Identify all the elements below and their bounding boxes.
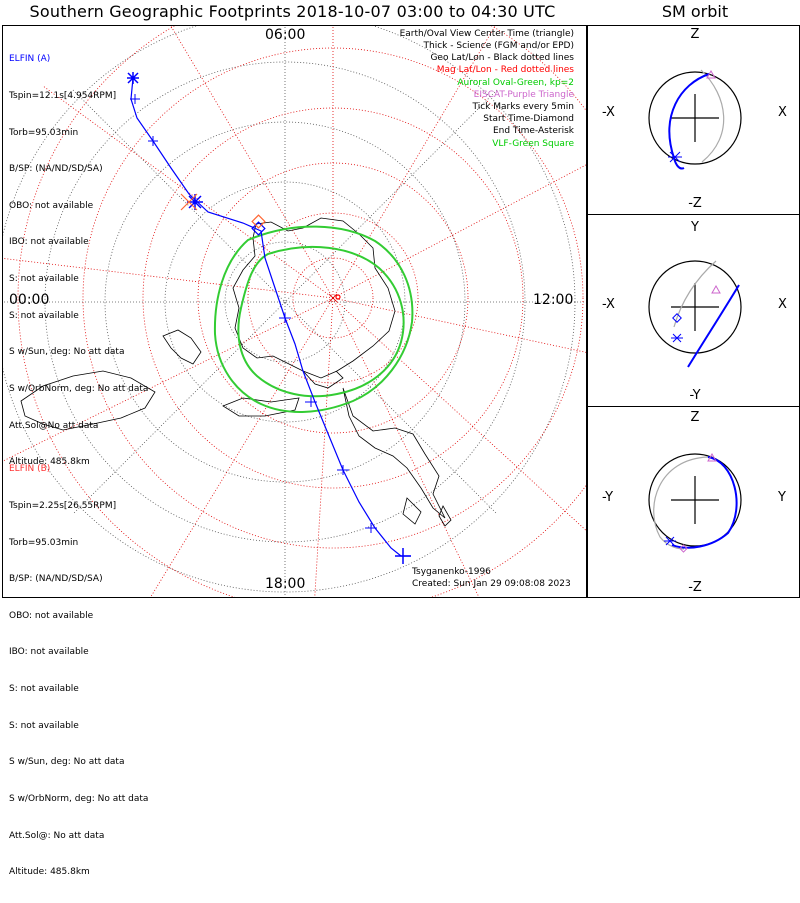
footprint-map-panel: 06:00 00:00 12:00 18:00 ELFIN (A) Tspin=… (2, 25, 587, 877)
page-title: Southern Geographic Footprints 2018-10-0… (29, 2, 556, 21)
elfin-a-line: Att.Sol@No att data (9, 420, 99, 431)
sm-xz-top: Z (691, 27, 700, 42)
elfin-b-line: Tspin=2.25s[26.55RPM] (9, 501, 117, 512)
elfin-a-info: ELFIN (A) Tspin=12.1s[4.954RPM] Torb=95.… (9, 29, 148, 493)
elfin-b-line: IBO: not available (9, 647, 89, 658)
elfin-a-end-asterisks (127, 72, 411, 564)
legend-entry: Auroral Oval-Green, kp=2 (457, 78, 574, 88)
legend-entry: Tick Marks every 5min (472, 102, 574, 112)
elfin-b-line: Altitude: 485.8km (9, 867, 90, 878)
sm-xy-plot: Y -Y -X X (602, 220, 787, 403)
elfin-b-line: S: not available (9, 720, 79, 731)
elfin-a-line: S w/OrbNorm, deg: No att data (9, 383, 149, 394)
footprint-map (3, 26, 586, 597)
elfin-a-ticks (130, 94, 377, 533)
sm-yz-left: -Y (602, 490, 613, 505)
elfin-b-name: ELFIN (B) (9, 464, 51, 475)
elfin-b-line: S w/OrbNorm, deg: No att data (9, 793, 149, 804)
geo-grid (3, 26, 586, 597)
elfin-b-line: Torb=95.03min (9, 537, 79, 548)
elfin-a-line: S: not available (9, 274, 79, 285)
elfin-a-line: OBO: not available (9, 200, 94, 211)
legend-entry: Thick - Science (FGM and/or EPD) (423, 41, 574, 51)
sm-yz-right: Y (777, 490, 786, 505)
elfin-b-line: Att.Sol@: No att data (9, 830, 105, 841)
elfin-a-line: Torb=95.03min (9, 127, 79, 138)
sm-yz-plot: Z -Z -Y Y (602, 410, 786, 595)
footer-model: Tsyganenko-1996 (412, 567, 491, 577)
map-center-marker (328, 293, 338, 303)
legend-entry: Mag Lat/Lon - Red dotted lines (436, 65, 574, 75)
auroral-oval-outer (213, 225, 414, 413)
legend: Earth/Oval View Center Time (triangle) T… (336, 26, 586, 156)
legend-entry: Geo Lat/Lon - Black dotted lines (430, 53, 574, 63)
footer-created: Created: Sun Jan 29 09:08:08 2023 (412, 579, 571, 589)
elfin-a-line: S w/Sun, deg: No att data (9, 347, 125, 358)
sm-xz-right: X (778, 105, 787, 120)
sm-xy-right: X (778, 297, 787, 312)
elfin-a-line: Altitude: 485.8km (9, 457, 90, 468)
sm-yz-bottom: -Z (688, 580, 702, 595)
elfin-a-line: S: not available (9, 310, 79, 321)
legend-entry: Earth/Oval View Center Time (triangle) (399, 29, 574, 39)
sm-panel-yz: Z -Z -Y Y (587, 406, 800, 598)
sm-xz-bottom: -Z (688, 196, 702, 211)
sm-panel-xz: Z -Z -X X (587, 25, 800, 215)
sm-xy-top: Y (690, 220, 699, 235)
mag-grid (3, 26, 586, 597)
time-label-bottom: 18:00 (265, 576, 306, 592)
legend-entry: Start Time-Diamond (483, 114, 574, 124)
coastlines (20, 217, 452, 527)
elfin-a-name: ELFIN (A) (9, 54, 51, 65)
elfin-a-line: IBO: not available (9, 237, 89, 248)
elfin-b-line: B/SP: (NA/ND/SD/SA) (9, 574, 103, 585)
sm-orbit-title: SM orbit (661, 2, 729, 21)
elfin-a-footprint-track (130, 77, 411, 557)
time-label-top: 06:00 (265, 27, 306, 43)
sm-panel-xy: Y -Y -X X (587, 214, 800, 407)
sm-xy-bottom: -Y (689, 388, 700, 403)
elfin-b-line: OBO: not available (9, 610, 94, 621)
elfin-a-line: B/SP: (NA/ND/SD/SA) (9, 164, 103, 175)
elfin-b-line: S: not available (9, 684, 79, 695)
sm-yz-top: Z (691, 410, 700, 425)
elfin-a-line: Tspin=12.1s[4.954RPM] (9, 91, 117, 102)
legend-entry: EISCAT-Purple Triangle (473, 90, 574, 100)
auroral-oval-inner (237, 245, 405, 398)
legend-entry: End Time-Asterisk (492, 126, 574, 136)
sm-xz-plot: Z -Z -X X (602, 27, 787, 211)
time-label-right: 12:00 (533, 292, 574, 308)
elfin-b-info: ELFIN (B) Tspin=2.25s[26.55RPM] Torb=95.… (9, 439, 148, 903)
elfin-b-markers (180, 193, 341, 300)
legend-entry: VLF-Green Square (492, 139, 574, 149)
sm-xy-left: -X (602, 297, 615, 312)
sm-xz-left: -X (602, 105, 615, 120)
time-label-left: 00:00 (9, 292, 50, 308)
elfin-b-line: S w/Sun, deg: No att data (9, 757, 125, 768)
